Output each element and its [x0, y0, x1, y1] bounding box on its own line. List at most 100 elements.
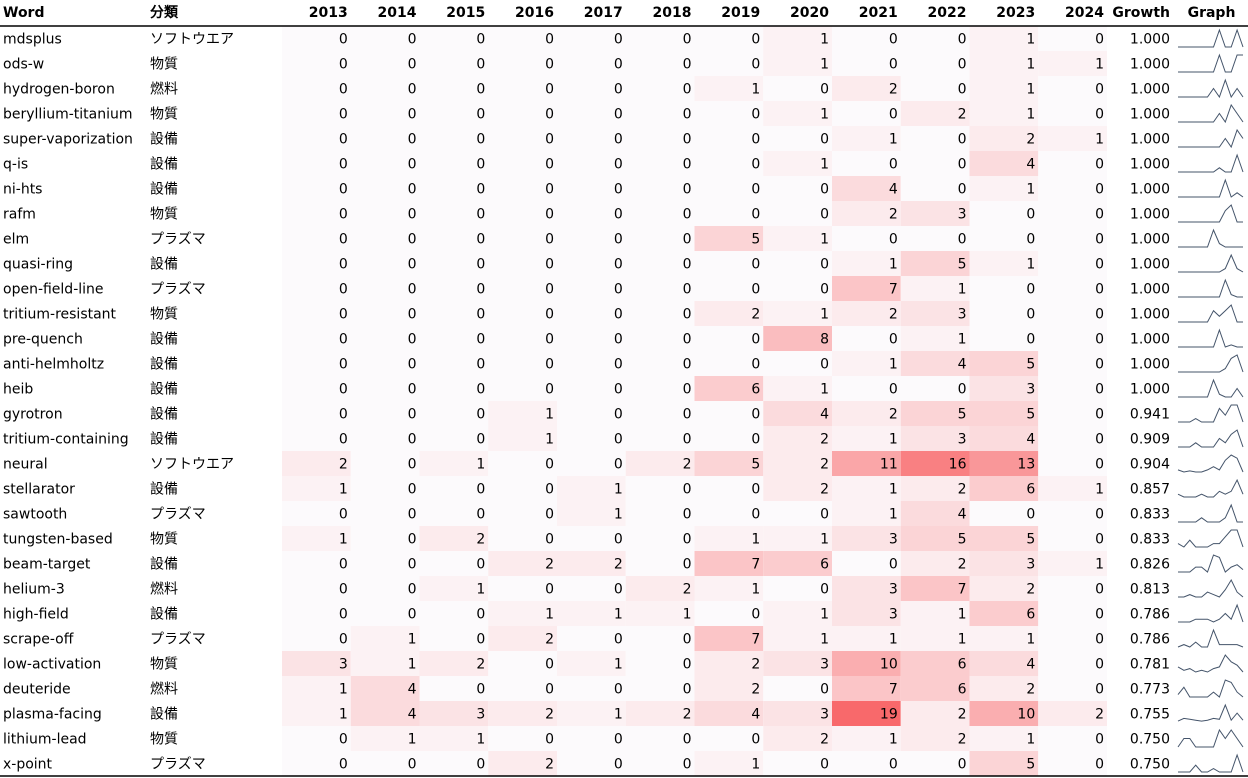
- heat-cell: [488, 501, 557, 526]
- count-cell: 0: [1095, 257, 1104, 273]
- count-cell: 0: [1095, 357, 1104, 373]
- count-cell: 7: [889, 682, 898, 698]
- heat-cell: [694, 251, 764, 276]
- heat-cell: [557, 576, 626, 601]
- column-header: 2022: [928, 5, 967, 21]
- count-cell: 0: [408, 607, 417, 623]
- heat-cell: [1038, 26, 1107, 51]
- count-cell: 10: [880, 657, 898, 673]
- heat-cell: [350, 101, 420, 126]
- word-cell: plasma-facing: [3, 707, 102, 723]
- heat-cell: [694, 176, 764, 201]
- word-cell: tungsten-based: [3, 532, 113, 548]
- count-cell: 0: [339, 732, 348, 748]
- category-cell: 物質: [150, 107, 178, 123]
- heat-cell: [557, 376, 626, 401]
- count-cell: 0: [1095, 507, 1104, 523]
- heat-cell: [1038, 101, 1107, 126]
- count-cell: 0: [889, 332, 898, 348]
- heat-cell: [900, 301, 970, 326]
- category-cell: 燃料: [150, 81, 178, 98]
- count-cell: 2: [683, 457, 692, 473]
- category-cell: 物質: [150, 207, 178, 223]
- sparkline: [1178, 204, 1243, 223]
- word-cell: pre-quench: [3, 332, 83, 348]
- count-cell: 0: [339, 357, 348, 373]
- sparkline: [1178, 78, 1244, 99]
- count-cell: 0: [820, 257, 829, 273]
- sparkline: [1177, 728, 1244, 748]
- heat-cell: [419, 401, 489, 426]
- count-cell: 0: [889, 232, 898, 248]
- sparkline: [1178, 128, 1244, 149]
- count-cell: 1: [1026, 32, 1035, 48]
- heat-cell: [419, 551, 489, 576]
- count-cell: 0: [683, 557, 692, 573]
- count-cell: 0: [476, 757, 485, 773]
- heat-cell: [419, 576, 489, 601]
- count-cell: 4: [889, 182, 898, 198]
- category-cell: 設備: [150, 482, 178, 498]
- count-cell: 5: [751, 232, 760, 248]
- heat-cell: [557, 751, 626, 776]
- heat-cell: [900, 676, 970, 701]
- count-cell: 0: [339, 282, 348, 298]
- heat-cell: [694, 676, 764, 701]
- count-cell: 2: [545, 557, 554, 573]
- count-cell: 0: [408, 182, 417, 198]
- word-cell: beryllium-titanium: [3, 107, 133, 123]
- count-cell: 2: [1026, 132, 1035, 148]
- category-cell: 物質: [150, 657, 178, 673]
- heat-cell: [625, 551, 695, 576]
- heat-cell: [694, 301, 764, 326]
- count-cell: 1: [958, 332, 967, 348]
- heat-cell: [763, 601, 832, 626]
- heat-cell: [282, 651, 351, 676]
- count-cell: 0: [958, 32, 967, 48]
- sparkline: [1177, 529, 1244, 548]
- heat-cell: [900, 426, 970, 451]
- heat-cell: [1038, 376, 1107, 401]
- heat-cell: [832, 251, 901, 276]
- count-cell: 0: [476, 32, 485, 48]
- count-cell: 4: [408, 707, 417, 723]
- heat-cell: [832, 76, 901, 101]
- heat-cell: [282, 101, 351, 126]
- heat-cell: [625, 176, 695, 201]
- count-cell: 3: [889, 582, 898, 598]
- heat-cell: [625, 726, 695, 751]
- heat-cell: [488, 651, 557, 676]
- heat-cell: [694, 376, 764, 401]
- count-cell: 1: [958, 607, 967, 623]
- heat-cell: [694, 476, 764, 501]
- count-cell: 0: [339, 57, 348, 73]
- count-cell: 0: [614, 282, 623, 298]
- count-cell: 0: [1095, 232, 1104, 248]
- heat-cell: [763, 226, 832, 251]
- count-cell: 2: [1026, 682, 1035, 698]
- count-cell: 0: [1095, 207, 1104, 223]
- heat-cell: [625, 526, 695, 551]
- heat-cell: [350, 751, 420, 776]
- count-cell: 0: [408, 282, 417, 298]
- heat-cell: [969, 326, 1039, 351]
- heat-cell: [694, 601, 764, 626]
- count-cell: 2: [339, 457, 348, 473]
- column-header: 2017: [584, 5, 623, 21]
- heat-cell: [625, 701, 695, 726]
- heat-cell: [969, 626, 1039, 651]
- count-cell: 2: [614, 557, 623, 573]
- count-cell: 0: [614, 357, 623, 373]
- heat-cell: [1038, 276, 1107, 301]
- heat-cell: [419, 426, 489, 451]
- count-cell: 0: [614, 432, 623, 448]
- heat-cell: [625, 376, 695, 401]
- count-cell: 3: [1026, 382, 1035, 398]
- count-cell: 0: [1095, 107, 1104, 123]
- count-cell: 0: [545, 732, 554, 748]
- count-cell: 3: [958, 207, 967, 223]
- count-cell: 0: [545, 32, 554, 48]
- heat-cell: [694, 126, 764, 151]
- count-cell: 0: [683, 732, 692, 748]
- count-cell: 0: [408, 407, 417, 423]
